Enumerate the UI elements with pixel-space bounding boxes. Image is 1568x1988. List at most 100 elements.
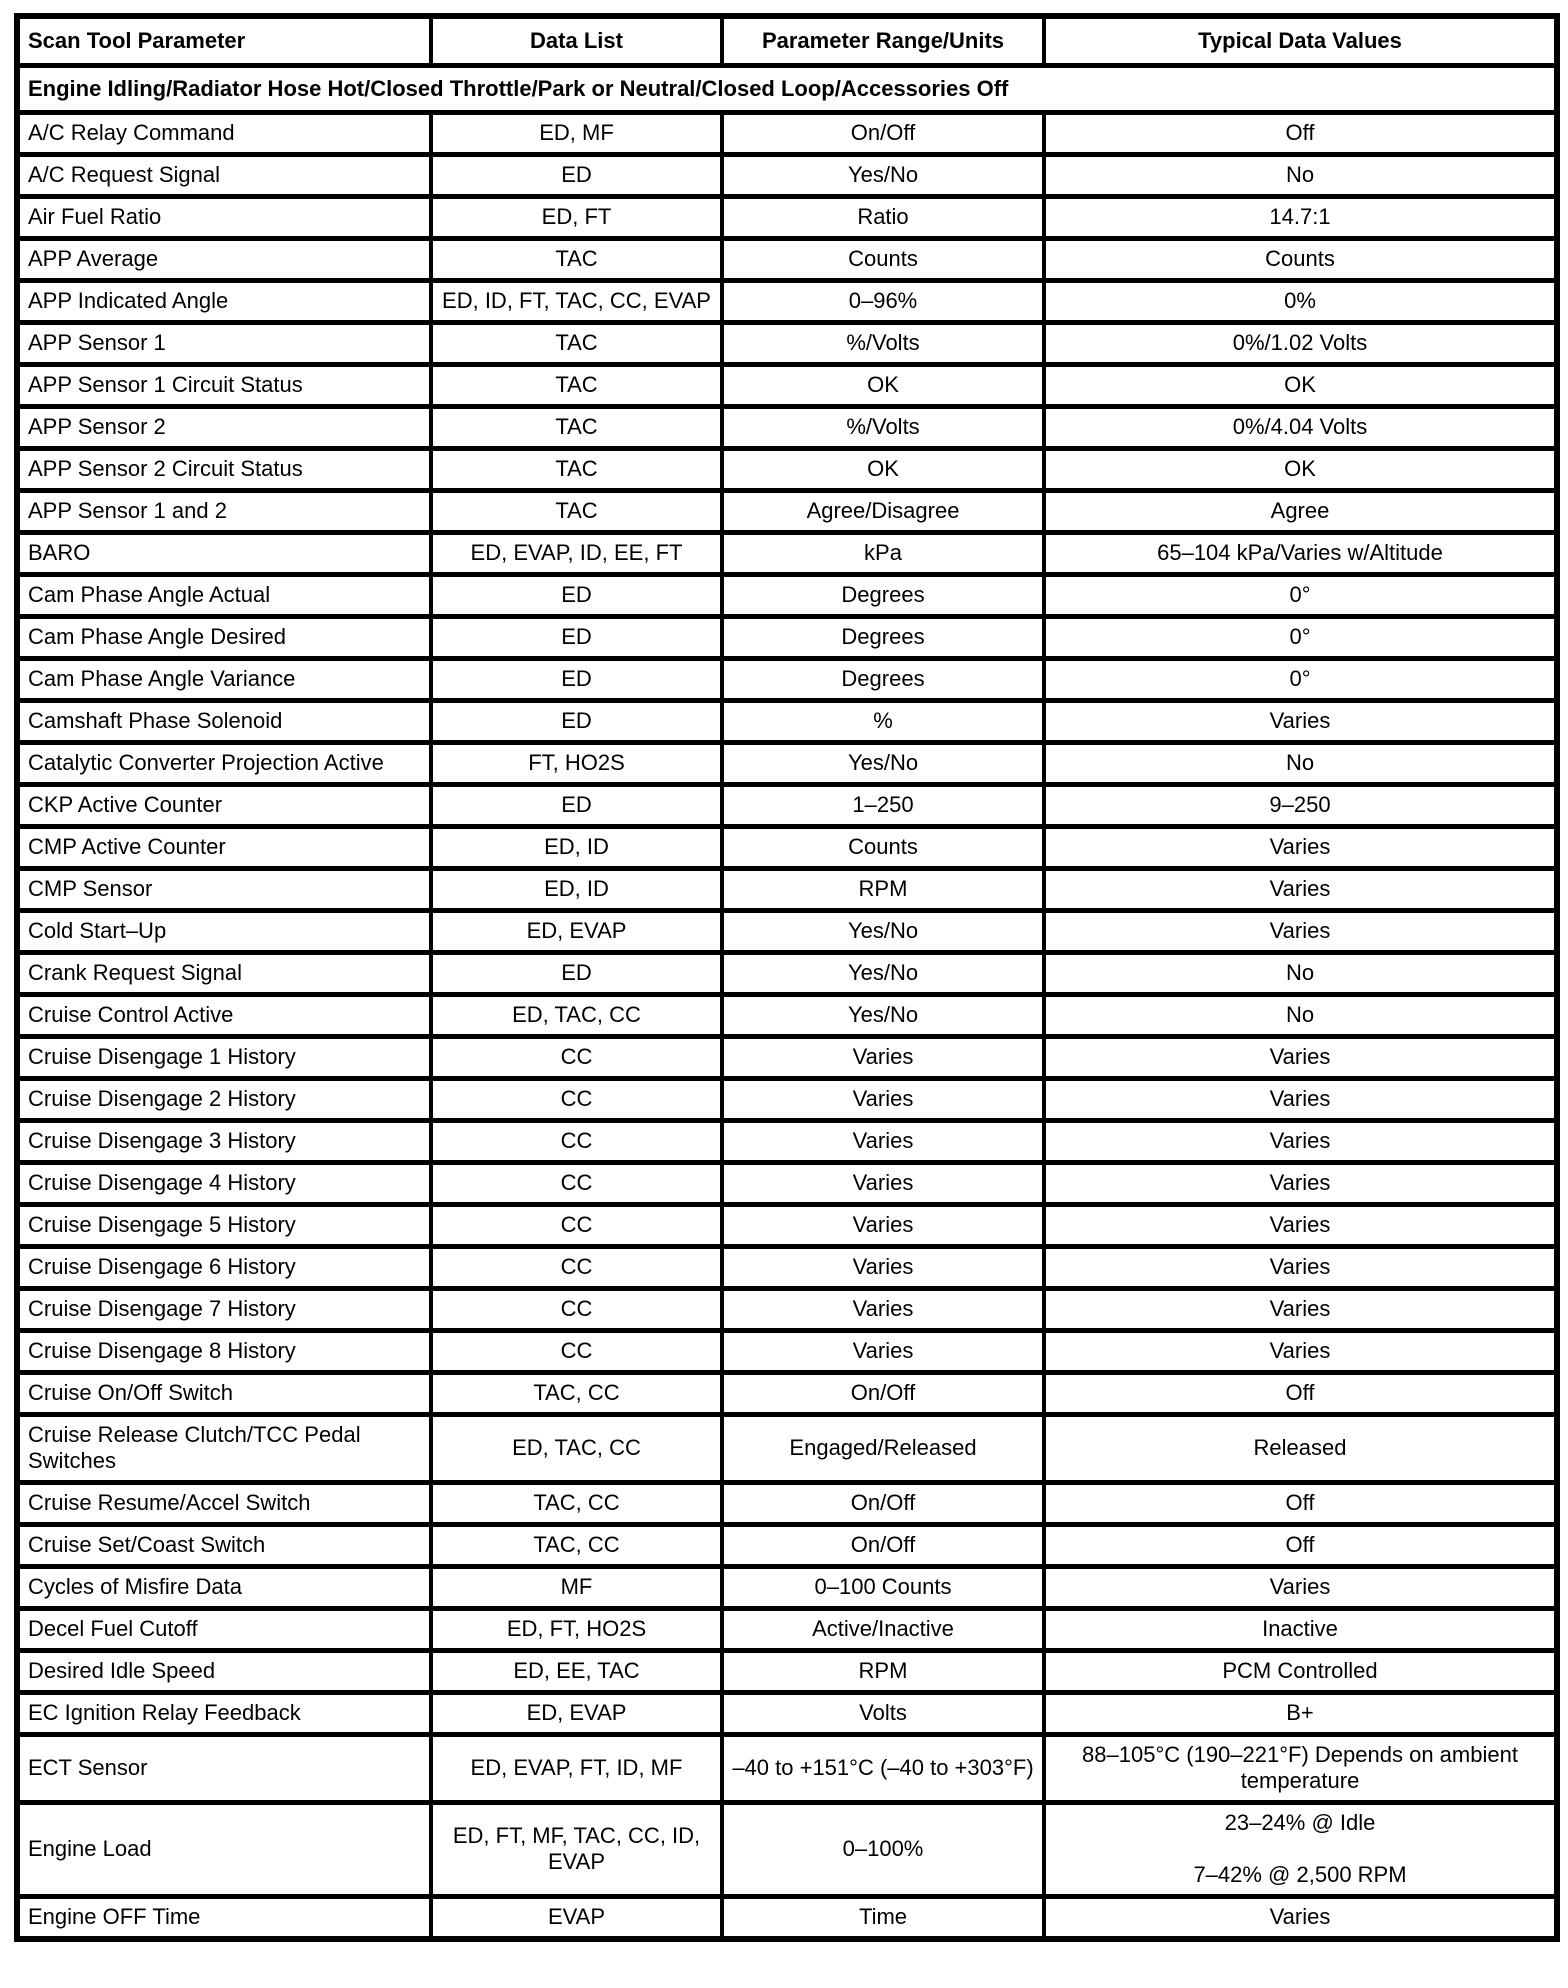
cell-parameter: Air Fuel Ratio [15,194,433,241]
cell-value: 0%/1.02 Volts [1042,320,1559,367]
cell-range: Engaged/Released [720,1412,1046,1485]
cell-range: Volts [720,1689,1046,1737]
table-row: Cruise Disengage 4 History CC Varies Varies [15,1160,1559,1207]
cell-data-list: TAC [429,362,724,409]
table-row: Cruise On/Off Switch TAC, CC On/Off Off [15,1370,1559,1417]
cell-data-list: ED, TAC, CC [429,1412,724,1485]
cell-parameter: Camshaft Phase Solenoid [15,698,433,745]
cell-value: Varies [1042,824,1559,871]
table-row: APP Indicated Angle ED, ID, FT, TAC, CC, … [15,278,1559,325]
table-row: Cruise Disengage 3 History CC Varies Varies [15,1118,1559,1165]
cell-parameter: BARO [15,530,433,577]
cell-data-list: TAC [429,320,724,367]
cell-value: No [1042,152,1559,199]
cell-data-list: TAC, CC [429,1521,724,1569]
cell-value: Agree [1042,488,1559,535]
cell-data-list: CC [429,1118,724,1165]
cell-parameter: Cam Phase Angle Variance [15,656,433,703]
cell-parameter: Cruise Disengage 8 History [15,1328,433,1375]
cell-parameter: Cruise Disengage 3 History [15,1118,433,1165]
cell-value: 0% [1042,278,1559,325]
cell-value: Varies [1042,1563,1559,1611]
cell-data-list: EVAP [429,1893,724,1942]
table-body: Engine Idling/Radiator Hose Hot/Closed T… [15,63,1559,1942]
cell-parameter: A/C Request Signal [15,152,433,199]
cell-data-list: TAC, CC [429,1479,724,1527]
cell-value: Varies [1042,1076,1559,1123]
cell-value: 23–24% @ Idle 7–42% @ 2,500 RPM [1042,1799,1559,1899]
cell-value: Off [1042,1370,1559,1417]
cell-data-list: TAC [429,446,724,493]
cell-value: Varies [1042,866,1559,913]
cell-range: Agree/Disagree [720,488,1046,535]
scan-tool-parameter-table: Scan Tool Parameter Data List Parameter … [14,13,1560,1942]
cell-value: PCM Controlled [1042,1647,1559,1695]
table-row: Cruise Control Active ED, TAC, CC Yes/No No [15,992,1559,1039]
cell-parameter: Cycles of Misfire Data [15,1563,433,1611]
cell-parameter: EC Ignition Relay Feedback [15,1689,433,1737]
table-row: Catalytic Converter Projection Active FT,… [15,740,1559,787]
cell-parameter: Cruise Disengage 7 History [15,1286,433,1333]
cell-parameter: ECT Sensor [15,1731,433,1805]
cell-range: Counts [720,824,1046,871]
cell-range: On/Off [720,1370,1046,1417]
cell-data-list: ED, ID, FT, TAC, CC, EVAP [429,278,724,325]
cell-range: Time [720,1893,1046,1942]
table-row: Desired Idle Speed ED, EE, TAC RPM PCM Cont… [15,1647,1559,1695]
cell-data-list: CC [429,1328,724,1375]
cell-data-list: ED [429,614,724,661]
cell-range: RPM [720,866,1046,913]
cell-value: OK [1042,362,1559,409]
cell-value: 9–250 [1042,782,1559,829]
cell-range: Yes/No [720,992,1046,1039]
table-row: Engine OFF Time EVAP Time Varies [15,1893,1559,1942]
cell-data-list: CC [429,1244,724,1291]
cell-data-list: CC [429,1076,724,1123]
cell-parameter: Cruise Set/Coast Switch [15,1521,433,1569]
cell-value: Off [1042,1479,1559,1527]
cell-parameter: Cruise Resume/Accel Switch [15,1479,433,1527]
cell-value: Varies [1042,1118,1559,1165]
cell-parameter: Cruise Disengage 5 History [15,1202,433,1249]
table-row: Cruise Disengage 5 History CC Varies Varies [15,1202,1559,1249]
table-row: CMP Sensor ED, ID RPM Varies [15,866,1559,913]
cell-range: %/Volts [720,404,1046,451]
cell-parameter: A/C Relay Command [15,110,433,157]
table-row: Cruise Release Clutch/TCC Pedal Switches… [15,1412,1559,1485]
cell-range: 1–250 [720,782,1046,829]
cell-data-list: ED, EVAP, ID, EE, FT [429,530,724,577]
table-row: CKP Active Counter ED 1–250 9–250 [15,782,1559,829]
cell-parameter: CKP Active Counter [15,782,433,829]
cell-parameter: Cruise On/Off Switch [15,1370,433,1417]
table-row: Decel Fuel Cutoff ED, FT, HO2S Active/Inac… [15,1605,1559,1653]
cell-parameter: Decel Fuel Cutoff [15,1605,433,1653]
table-header-row: Scan Tool Parameter Data List Parameter … [15,13,1559,68]
cell-range: Degrees [720,614,1046,661]
cell-data-list: CC [429,1286,724,1333]
table-row: Cruise Disengage 1 History CC Varies Varies [15,1034,1559,1081]
cell-value: Varies [1042,1202,1559,1249]
cell-data-list: ED, ID [429,824,724,871]
cell-range: RPM [720,1647,1046,1695]
cell-value: Varies [1042,1160,1559,1207]
cell-range: Varies [720,1244,1046,1291]
cell-range: Varies [720,1328,1046,1375]
cell-range: –40 to +151°C (–40 to +303°F) [720,1731,1046,1805]
cell-data-list: ED, TAC, CC [429,992,724,1039]
cell-value: No [1042,740,1559,787]
table-row: Crank Request Signal ED Yes/No No [15,950,1559,997]
cell-parameter: Cruise Disengage 1 History [15,1034,433,1081]
table-row: Engine Load ED, FT, MF, TAC, CC, ID, EVAP… [15,1799,1559,1899]
table-row: Camshaft Phase Solenoid ED% Varies [15,698,1559,745]
table-row: APP Sensor 1 and 2 TAC Agree/Disagree Agree [15,488,1559,535]
table-row: Cruise Disengage 2 History CC Varies Varies [15,1076,1559,1123]
cell-parameter: APP Sensor 2 [15,404,433,451]
cell-range: Varies [720,1202,1046,1249]
cell-data-list: ED, FT, MF, TAC, CC, ID, EVAP [429,1799,724,1899]
cell-parameter: CMP Sensor [15,866,433,913]
cell-data-list: ED [429,656,724,703]
cell-parameter: CMP Active Counter [15,824,433,871]
cell-range: Ratio [720,194,1046,241]
cell-data-list: TAC [429,236,724,283]
cell-value: No [1042,992,1559,1039]
